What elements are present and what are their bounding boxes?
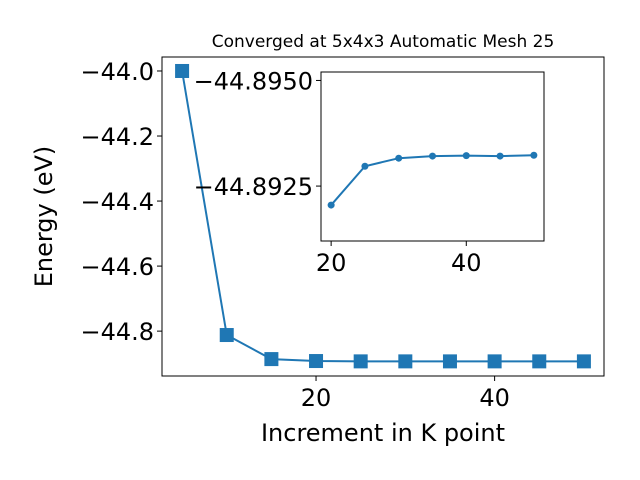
marker bbox=[462, 152, 470, 160]
y-tick-label: −44.8950 bbox=[194, 67, 313, 95]
marker bbox=[219, 328, 234, 343]
x-tick-label: 20 bbox=[316, 249, 347, 277]
y-axis-label: Energy (eV) bbox=[30, 146, 58, 288]
marker bbox=[353, 354, 368, 369]
marker bbox=[442, 354, 457, 369]
x-tick-label: 20 bbox=[301, 384, 332, 412]
y-tick-label: −44.8925 bbox=[194, 173, 313, 201]
marker bbox=[487, 354, 502, 369]
marker bbox=[496, 152, 504, 160]
x-axis-label: Increment in K point bbox=[261, 419, 505, 447]
marker bbox=[429, 152, 436, 160]
marker bbox=[361, 162, 369, 170]
x-tick-label: 40 bbox=[451, 249, 482, 277]
y-tick-label: −44.6 bbox=[80, 253, 154, 281]
marker bbox=[530, 151, 538, 159]
marker bbox=[576, 354, 591, 369]
chart-title: Converged at 5x4x3 Automatic Mesh 25 bbox=[212, 32, 555, 52]
marker bbox=[327, 201, 335, 209]
y-tick-label: −44.8 bbox=[80, 318, 154, 346]
marker bbox=[532, 354, 547, 369]
marker bbox=[395, 154, 403, 162]
y-tick-label: −44.0 bbox=[80, 58, 154, 86]
y-tick-label: −44.4 bbox=[80, 188, 154, 216]
data-line bbox=[181, 70, 584, 363]
y-tick-label: −44.2 bbox=[80, 123, 154, 151]
x-tick-label: 40 bbox=[479, 384, 510, 412]
marker bbox=[264, 352, 279, 367]
marker bbox=[175, 63, 190, 78]
marker bbox=[309, 354, 324, 369]
marker bbox=[398, 354, 413, 369]
